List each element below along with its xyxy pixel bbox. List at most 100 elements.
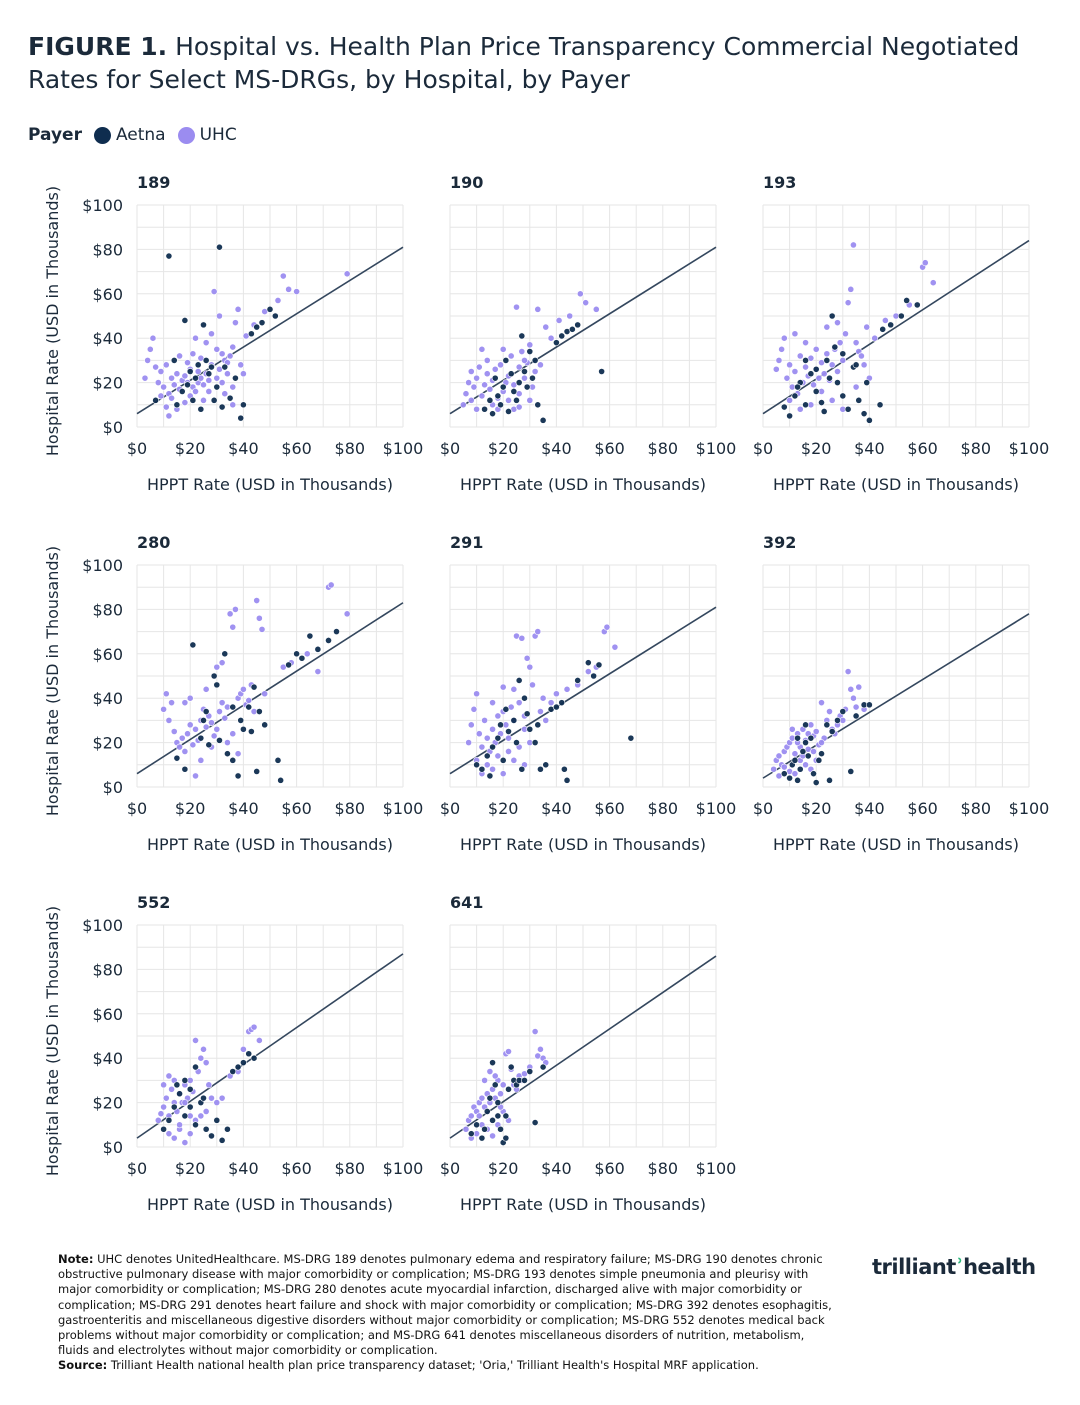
point-aetna	[521, 1077, 528, 1084]
y-tick-label: $20	[92, 1094, 123, 1113]
point-uhc	[510, 756, 518, 764]
point-uhc	[921, 259, 929, 267]
point-aetna	[491, 374, 499, 382]
x-tick-label: $0	[127, 439, 147, 458]
point-aetna	[598, 368, 606, 375]
note-label: Note:	[58, 1252, 94, 1266]
panel-title: 193	[763, 173, 796, 192]
point-aetna	[812, 779, 820, 786]
point-aetna	[247, 330, 255, 338]
point-aetna	[165, 1116, 173, 1124]
point-uhc	[828, 396, 836, 404]
point-aetna	[186, 368, 194, 375]
point-uhc	[844, 299, 852, 307]
source-block: Source: Trilliant Health national health…	[58, 1358, 833, 1373]
series-uhc	[770, 668, 868, 780]
point-aetna	[903, 297, 911, 304]
point-aetna	[298, 654, 306, 662]
point-aetna	[184, 381, 191, 389]
point-uhc	[531, 368, 539, 375]
point-uhc	[181, 399, 189, 406]
figure-title: FIGURE 1. Hospital vs. Health Plan Price…	[28, 30, 1058, 96]
point-uhc	[780, 334, 788, 342]
point-uhc	[791, 368, 799, 375]
point-uhc	[611, 643, 619, 651]
y-axis-label: Hospital Rate (USD in Thousands)	[43, 186, 62, 456]
point-uhc	[459, 401, 467, 409]
point-aetna	[794, 734, 801, 742]
point-uhc	[197, 1112, 205, 1120]
point-uhc	[154, 1116, 162, 1124]
point-uhc	[478, 743, 486, 751]
point-aetna	[202, 708, 210, 715]
point-aetna	[627, 734, 635, 742]
point-aetna	[277, 776, 285, 784]
point-aetna	[818, 750, 825, 758]
point-aetna	[200, 1094, 207, 1102]
point-uhc	[486, 1068, 494, 1075]
point-aetna	[173, 754, 181, 762]
point-uhc	[465, 379, 473, 386]
point-uhc	[505, 396, 512, 404]
point-uhc	[478, 345, 486, 353]
point-aetna	[218, 403, 226, 411]
point-uhc	[844, 668, 852, 675]
point-uhc	[470, 383, 478, 391]
point-uhc	[515, 363, 523, 371]
point-uhc	[584, 668, 592, 675]
point-uhc	[173, 370, 181, 378]
point-aetna	[810, 770, 817, 778]
y-tick-label: $60	[92, 1005, 123, 1024]
point-aetna	[802, 721, 809, 729]
point-uhc	[507, 352, 515, 360]
point-uhc	[834, 368, 841, 375]
x-tick-label: $40	[228, 799, 259, 818]
point-aetna	[560, 765, 568, 773]
x-tick-label: $60	[594, 1159, 625, 1178]
point-uhc	[491, 1072, 499, 1080]
point-aetna	[491, 1081, 499, 1089]
point-uhc	[285, 285, 293, 293]
point-aetna	[325, 637, 332, 644]
x-tick-label: $80	[648, 799, 679, 818]
point-aetna	[558, 699, 566, 707]
point-aetna	[502, 1134, 510, 1142]
point-uhc	[473, 374, 480, 382]
point-aetna	[237, 717, 245, 724]
point-aetna	[192, 1121, 199, 1129]
point-uhc	[327, 581, 335, 589]
point-aetna	[534, 401, 542, 409]
series-aetna	[173, 628, 340, 784]
point-uhc	[465, 739, 473, 746]
series-aetna	[152, 243, 279, 422]
point-uhc	[205, 1081, 213, 1089]
legend-swatch-uhc	[177, 126, 195, 144]
point-uhc	[229, 343, 237, 351]
point-aetna	[521, 368, 528, 375]
y-axis-label: Hospital Rate (USD in Thousands)	[43, 546, 62, 816]
x-tick-label: $40	[541, 799, 572, 818]
point-uhc	[189, 350, 197, 358]
point-uhc	[489, 699, 496, 707]
figure-label: FIGURE 1.	[28, 32, 168, 61]
x-tick-label: $20	[175, 1159, 206, 1178]
point-aetna	[216, 736, 223, 744]
y-axis-label: Hospital Rate (USD in Thousands)	[43, 906, 62, 1176]
series-aetna	[780, 297, 921, 424]
panel-title: 641	[450, 893, 483, 912]
point-uhc	[775, 752, 783, 760]
point-uhc	[165, 717, 173, 724]
legend-item-aetna: Aetna	[93, 125, 166, 145]
point-aetna	[799, 748, 807, 755]
point-aetna	[839, 708, 847, 715]
point-uhc	[526, 396, 534, 404]
point-uhc	[165, 412, 173, 420]
point-aetna	[558, 332, 566, 340]
x-tick-label: $80	[335, 1159, 366, 1178]
point-uhc	[213, 374, 221, 382]
point-uhc	[184, 730, 191, 738]
point-uhc	[194, 368, 202, 375]
x-tick-label: $20	[488, 439, 519, 458]
point-uhc	[218, 379, 226, 386]
trend-line	[449, 246, 717, 415]
